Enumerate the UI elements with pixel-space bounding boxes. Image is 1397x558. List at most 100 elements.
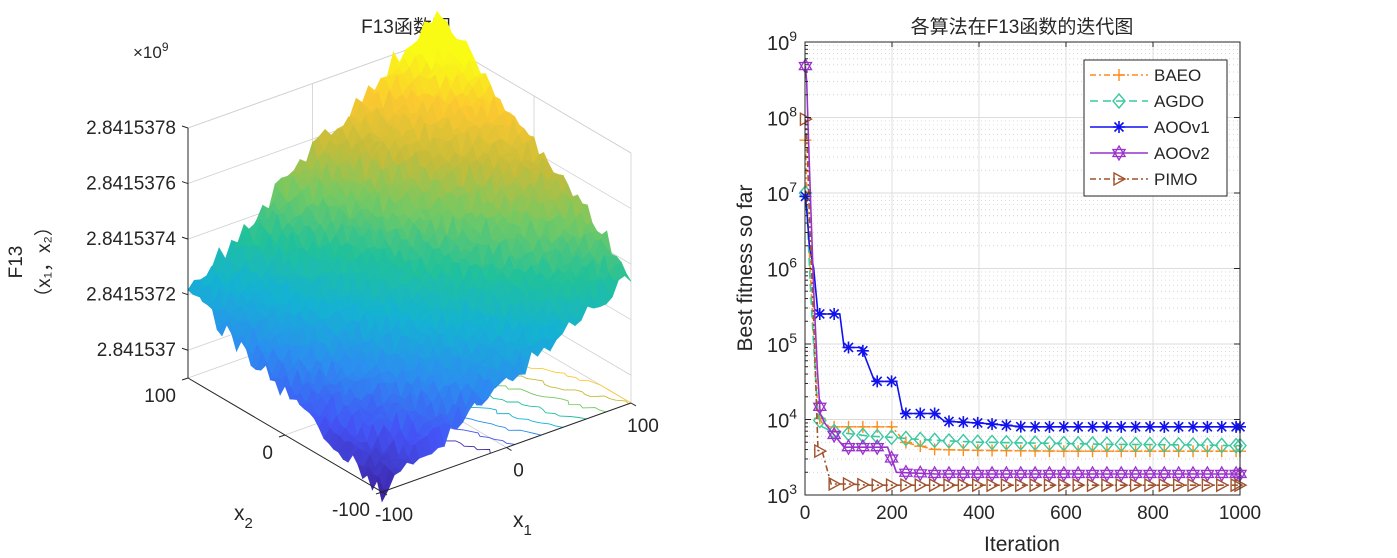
x2-tick-label: 0 [262, 443, 273, 464]
series-point [884, 450, 899, 463]
convergence-plot: 各算法在F13函数的迭代图 0 200 400 600 800 1000 103 104 105… [734, 16, 1261, 556]
series-point [1142, 465, 1158, 479]
x2-tick [181, 377, 189, 381]
series-point [1029, 420, 1042, 433]
series-point [826, 430, 842, 444]
series-point [1114, 436, 1129, 453]
y-tick-label: 103 [767, 481, 797, 508]
x1-tick [381, 491, 388, 496]
z-tick-label: 2.8415378 [86, 118, 176, 139]
series-point [1072, 420, 1085, 433]
series-point [1185, 465, 1201, 479]
x-tick-label: 0 [800, 503, 811, 524]
series-point [871, 420, 884, 433]
x2-tick [375, 491, 383, 495]
series-point [1214, 465, 1229, 479]
legend-marker [1111, 144, 1127, 158]
legend-marker [1112, 92, 1126, 110]
series-aoov1 [799, 190, 1246, 433]
series-point [1128, 469, 1143, 483]
series-point [1171, 465, 1186, 479]
legend-label-aoov2: AOOv2 [1154, 144, 1210, 163]
series-point [842, 341, 855, 354]
series-point [1056, 465, 1072, 479]
series-point [1013, 469, 1028, 483]
legend-label-baeo: BAEO [1154, 66, 1201, 85]
series-point [857, 477, 871, 492]
series-point [1042, 435, 1057, 452]
series-point [1128, 465, 1143, 479]
series-point [1013, 434, 1028, 451]
series-point [1099, 469, 1115, 483]
series-point [812, 398, 827, 411]
series-point [970, 469, 985, 483]
series-point [914, 407, 927, 420]
series-point [1070, 465, 1086, 479]
series-point [928, 407, 941, 420]
series-point [1100, 420, 1113, 433]
series-point [841, 443, 856, 456]
series-point [1115, 477, 1129, 493]
series-point [1214, 469, 1229, 483]
series-point [855, 438, 871, 452]
series-point [1114, 465, 1129, 479]
legend-marker [1113, 69, 1125, 81]
convergence-xlabel: Iteration [984, 533, 1060, 556]
series-point [956, 433, 971, 450]
z-tick-label: 2.8415376 [86, 174, 176, 195]
series-point [826, 426, 842, 440]
series-point [828, 476, 842, 492]
surface-zlabel-line1: F13 [6, 246, 27, 279]
series-aoov2 [798, 57, 1248, 483]
series-point [1099, 465, 1115, 479]
series-point [828, 307, 841, 320]
series-point [913, 469, 928, 482]
legend-label-aoov1: AOOv1 [1154, 118, 1210, 137]
series-point [1216, 477, 1230, 493]
series-point [1129, 420, 1142, 433]
series-point [1158, 420, 1171, 433]
x2-tick [278, 434, 286, 438]
series-point [870, 443, 885, 456]
series-point [942, 432, 956, 449]
z-tick [181, 125, 189, 129]
z-tick-label: 2.8415372 [86, 285, 176, 306]
x1-tick [506, 447, 512, 451]
series-point [814, 443, 828, 459]
series-point [941, 469, 957, 483]
series-point [1085, 465, 1100, 479]
series-point [956, 469, 971, 483]
series-point [898, 430, 913, 447]
legend-label-pimo: PIMO [1154, 170, 1197, 189]
series-point [1027, 469, 1043, 483]
series-point [928, 443, 941, 456]
series-point [957, 444, 970, 457]
convergence-title: 各算法在F13函数的迭代图 [911, 16, 1134, 38]
z-tick [181, 292, 189, 296]
series-point [913, 431, 928, 448]
series-point [898, 464, 914, 477]
series-point [999, 465, 1014, 479]
y-tick-label: 104 [767, 406, 797, 433]
x-tick-label: 600 [1050, 503, 1082, 524]
series-point [1085, 435, 1100, 453]
z-tick [181, 236, 189, 240]
x-tick-label: 200 [876, 503, 908, 524]
y-tick-label: 105 [767, 330, 797, 357]
series-point [941, 465, 957, 479]
series-point [1013, 465, 1028, 479]
series-point [812, 412, 827, 429]
series-point [1214, 437, 1229, 454]
series-point [1099, 436, 1114, 453]
surface-axis-ticks: -100 0 100 -100 0 100 2.841537 2.8415372 2.84153… [86, 118, 659, 526]
series-point [899, 407, 912, 420]
series-point [970, 434, 985, 451]
series-point [1158, 477, 1172, 493]
z-tick [181, 347, 189, 351]
series-point [1171, 436, 1186, 453]
series-point [942, 443, 955, 456]
series-point [1043, 420, 1056, 433]
legend-label-agdo: AGDO [1154, 92, 1204, 111]
series-point [855, 443, 871, 456]
